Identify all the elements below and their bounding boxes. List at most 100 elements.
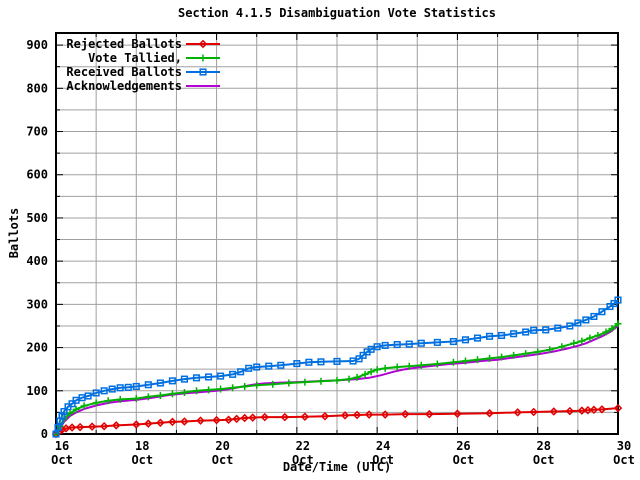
- diamond-marker: [340, 411, 350, 420]
- square-marker: [498, 331, 506, 340]
- x-tick-label-month: Oct: [372, 453, 394, 467]
- square-marker: [217, 372, 225, 380]
- x-tick-label-day: 28: [536, 439, 550, 453]
- diamond-marker: [111, 421, 121, 430]
- square-marker: [417, 339, 425, 347]
- diamond-marker: [613, 403, 623, 413]
- diamond-marker: [224, 415, 233, 425]
- square-marker: [108, 385, 116, 393]
- square-marker: [156, 379, 164, 387]
- series-rejected-ballots: [51, 403, 623, 439]
- diamond-marker: [425, 409, 434, 419]
- diamond-marker: [364, 410, 374, 419]
- diamond-marker: [485, 408, 494, 418]
- diamond-marker: [453, 409, 462, 418]
- x-axis-title: Date/Time (UTC): [282, 460, 392, 474]
- square-marker: [204, 373, 213, 381]
- square-marker: [293, 360, 301, 368]
- y-axis-title: Ballots: [7, 207, 21, 259]
- square-marker: [144, 381, 152, 389]
- legend-label: Rejected Ballots: [66, 37, 182, 51]
- legend-item: Rejected Ballots: [66, 37, 220, 51]
- square-marker: [245, 364, 253, 372]
- square-marker: [530, 326, 538, 334]
- diamond-marker: [156, 418, 165, 428]
- y-tick-label: 0: [41, 427, 48, 441]
- x-tick-label-day: 16: [55, 439, 69, 453]
- square-marker: [124, 383, 132, 391]
- square-marker: [237, 368, 245, 376]
- diamond-marker: [352, 410, 362, 420]
- legend-label: Vote Tallied,: [88, 51, 182, 65]
- square-marker: [405, 340, 413, 348]
- legend-label: Acknowledgements: [66, 79, 182, 93]
- square-marker: [60, 407, 68, 416]
- diamond-marker: [529, 407, 538, 417]
- x-tick-label-month: Oct: [292, 453, 314, 467]
- diamond-marker: [87, 422, 97, 431]
- diamond-marker: [232, 414, 241, 424]
- diamond-marker: [577, 406, 587, 415]
- series-vote-tallied: [52, 320, 622, 438]
- legend-item: Vote Tallied,: [88, 51, 220, 65]
- square-marker: [265, 362, 273, 370]
- diamond-marker: [549, 407, 559, 416]
- y-tick-label: 600: [26, 168, 48, 182]
- x-tick-label-day: 30: [617, 439, 631, 453]
- square-marker: [317, 358, 325, 366]
- diamond-marker: [565, 406, 575, 416]
- y-tick-label: 500: [26, 211, 48, 225]
- x-tick-label-day: 18: [135, 439, 149, 453]
- square-marker: [433, 338, 441, 346]
- diamond-marker: [248, 413, 257, 422]
- square-marker: [510, 330, 518, 338]
- square-marker: [590, 312, 598, 321]
- square-marker: [566, 322, 574, 330]
- x-tick-label-month: Oct: [51, 453, 73, 467]
- diamond-marker: [280, 412, 290, 422]
- square-marker: [277, 361, 285, 369]
- diamond-marker: [240, 413, 249, 423]
- chart-title: Section 4.1.5 Disambiguation Vote Statis…: [178, 6, 496, 20]
- square-marker: [485, 332, 494, 340]
- square-marker: [84, 392, 92, 400]
- y-tick-label: 300: [26, 297, 48, 311]
- x-tick-label-month: Oct: [131, 453, 153, 467]
- square-marker: [449, 337, 457, 346]
- legend-item: Received Ballots: [66, 65, 220, 79]
- square-marker: [229, 370, 237, 378]
- square-marker: [92, 389, 100, 397]
- diamond-marker: [589, 405, 599, 415]
- diamond-marker: [400, 409, 410, 419]
- y-tick-labels: 0 100 200 300 400 500 600 700 800 900: [26, 38, 48, 441]
- diamond-marker: [75, 422, 85, 432]
- square-marker: [574, 319, 582, 327]
- x-tick-label-month: Oct: [533, 453, 555, 467]
- square-marker: [333, 357, 341, 365]
- diamond-marker: [513, 408, 522, 417]
- diamond-marker: [597, 405, 607, 414]
- square-marker: [614, 296, 622, 304]
- square-marker: [116, 384, 124, 392]
- diamond-marker: [144, 419, 153, 428]
- x-tick-label-day: 26: [456, 439, 470, 453]
- square-marker: [393, 341, 401, 349]
- legend-item: Acknowledgements: [66, 79, 220, 93]
- diamond-marker: [380, 410, 390, 419]
- square-marker: [582, 316, 590, 324]
- square-marker: [522, 328, 530, 336]
- x-tick-label-day: 24: [376, 439, 390, 453]
- x-tick-label-month: Oct: [212, 453, 234, 467]
- diamond-marker: [99, 421, 109, 431]
- square-marker: [253, 363, 261, 371]
- x-tick-label-day: 22: [296, 439, 310, 453]
- y-tick-label: 800: [26, 81, 48, 95]
- square-marker: [554, 324, 562, 332]
- y-tick-label: 400: [26, 254, 48, 268]
- square-marker: [598, 308, 606, 316]
- square-marker: [192, 374, 201, 382]
